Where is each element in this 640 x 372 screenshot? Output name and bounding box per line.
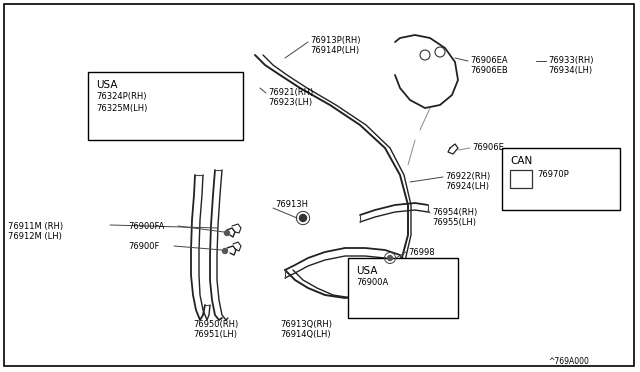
Text: 76906EA: 76906EA [470, 56, 508, 65]
Text: 76950(RH): 76950(RH) [193, 320, 238, 329]
Text: 76911M (RH): 76911M (RH) [8, 222, 63, 231]
Bar [502, 148, 620, 210]
Text: 76914Q(LH): 76914Q(LH) [280, 330, 331, 339]
Text: 76970P: 76970P [537, 170, 569, 179]
Text: 76923(LH): 76923(LH) [268, 98, 312, 107]
Text: 76951(LH): 76951(LH) [193, 330, 237, 339]
Text: 76922(RH): 76922(RH) [445, 172, 490, 181]
Text: 76913Q(RH): 76913Q(RH) [280, 320, 332, 329]
Text: 76325M(LH): 76325M(LH) [96, 104, 147, 113]
Text: USA: USA [96, 80, 118, 90]
Text: 76900F: 76900F [128, 242, 159, 251]
Text: 76934(LH): 76934(LH) [548, 66, 592, 75]
Text: 76933(RH): 76933(RH) [548, 56, 593, 65]
Text: 76900FA: 76900FA [128, 222, 164, 231]
Text: 76906EB: 76906EB [470, 66, 508, 75]
Text: USA: USA [356, 266, 378, 276]
Text: 76900A: 76900A [356, 278, 388, 287]
Circle shape [300, 215, 307, 221]
Circle shape [387, 256, 392, 260]
Text: 76913P(RH): 76913P(RH) [310, 36, 360, 45]
Text: 76955(LH): 76955(LH) [432, 218, 476, 227]
Bar [88, 72, 243, 140]
Circle shape [223, 248, 227, 253]
Bar [510, 170, 532, 188]
Text: ^769A000: ^769A000 [548, 357, 589, 366]
Text: 76914P(LH): 76914P(LH) [310, 46, 359, 55]
Circle shape [225, 231, 230, 235]
Text: 76954(RH): 76954(RH) [432, 208, 477, 217]
Text: 76913H: 76913H [275, 200, 308, 209]
Text: 76924(LH): 76924(LH) [445, 182, 489, 191]
Bar [348, 258, 458, 318]
Text: 76906E: 76906E [472, 143, 504, 152]
Text: 76998: 76998 [408, 248, 435, 257]
Text: CAN: CAN [510, 156, 532, 166]
Text: 76921(RH): 76921(RH) [268, 88, 313, 97]
Text: 76324P(RH): 76324P(RH) [96, 92, 147, 101]
Text: 76912M (LH): 76912M (LH) [8, 232, 62, 241]
